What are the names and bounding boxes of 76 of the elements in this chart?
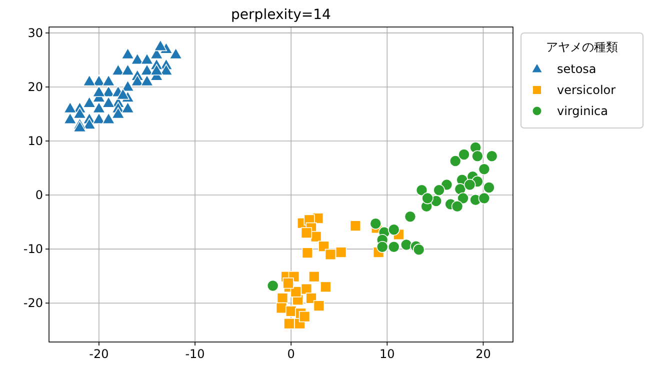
point	[169, 48, 182, 60]
point	[433, 184, 445, 196]
point	[73, 107, 86, 119]
point	[464, 178, 476, 191]
point	[451, 200, 464, 212]
point	[102, 96, 116, 108]
legend-label: setosa	[557, 62, 596, 76]
point	[458, 148, 470, 160]
point	[306, 292, 317, 304]
point	[64, 102, 77, 114]
point	[285, 306, 297, 317]
point	[350, 220, 362, 232]
point	[121, 48, 134, 60]
point	[457, 192, 469, 204]
point	[121, 102, 134, 114]
point	[318, 240, 330, 252]
point	[150, 64, 164, 76]
point	[308, 271, 320, 282]
point	[102, 74, 116, 86]
point	[416, 184, 428, 196]
point	[82, 74, 96, 86]
y-tick-label: 20	[28, 80, 43, 94]
legend-label: virginica	[557, 104, 608, 118]
point	[140, 74, 154, 86]
point	[478, 163, 490, 176]
point	[472, 150, 484, 162]
point	[376, 240, 388, 253]
point	[82, 96, 96, 108]
legend-title: アヤメの種類	[546, 40, 618, 54]
point	[483, 182, 495, 194]
point	[112, 107, 125, 119]
point	[400, 238, 412, 251]
point	[324, 248, 336, 260]
point	[370, 218, 382, 230]
point	[73, 120, 86, 132]
point	[478, 192, 490, 204]
point	[404, 210, 416, 223]
x-tick-label: 0	[287, 347, 295, 361]
point	[121, 64, 134, 76]
x-tick-label: 20	[476, 347, 491, 361]
point	[160, 64, 173, 76]
point	[412, 244, 425, 256]
point	[266, 280, 279, 292]
point	[92, 85, 106, 97]
point	[284, 318, 295, 330]
point	[449, 155, 462, 167]
point	[102, 112, 116, 124]
point	[121, 80, 134, 92]
x-tick-label: -10	[185, 347, 205, 361]
point	[140, 53, 154, 65]
point	[64, 112, 77, 124]
legend-label: versicolor	[557, 83, 616, 97]
point	[282, 278, 294, 289]
y-tick-label: -20	[23, 296, 43, 310]
y-tick-label: 30	[28, 26, 43, 40]
y-tick-label: 10	[28, 134, 43, 148]
point	[300, 227, 312, 238]
chart-title: perplexity=14	[231, 7, 332, 23]
point	[116, 88, 130, 100]
point	[388, 240, 400, 253]
point	[422, 192, 434, 204]
point	[154, 40, 168, 52]
y-tick-label: -10	[23, 242, 43, 256]
point	[92, 102, 106, 114]
point	[298, 311, 310, 322]
point	[486, 150, 498, 162]
point	[335, 246, 347, 258]
point	[130, 53, 144, 65]
point	[388, 224, 400, 236]
x-tick-label: 10	[380, 347, 395, 361]
point	[302, 247, 314, 258]
y-tick-label: 0	[35, 188, 43, 202]
point	[290, 286, 302, 298]
x-tick-label: -20	[89, 347, 109, 361]
point	[320, 281, 332, 292]
point	[313, 300, 325, 312]
